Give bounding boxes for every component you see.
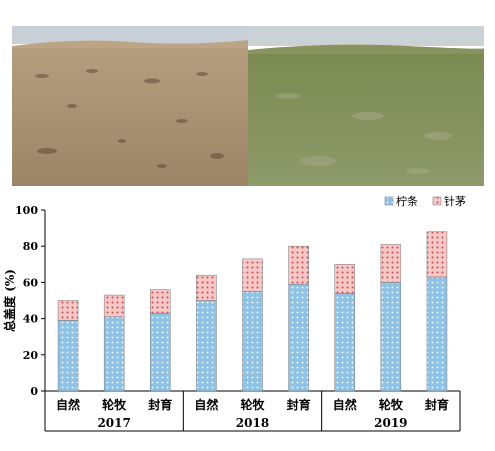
category-label: 轮牧 (102, 397, 127, 412)
bar-针茅-1 (103, 294, 125, 318)
bar-柠条-1 (103, 316, 125, 392)
bar-柠条-7 (380, 282, 402, 392)
bar-柠条-0 (57, 320, 79, 392)
y-tick-label: 100 (15, 204, 38, 217)
group-label: 2018 (236, 416, 269, 430)
y-axis-label: 总盖度 (%) (2, 269, 17, 332)
y-tick-label: 0 (30, 385, 38, 398)
degraded-grassland-image (12, 26, 248, 186)
legend-swatch (384, 196, 394, 206)
y-tick-label: 80 (23, 240, 39, 253)
category-label: 轮牧 (240, 397, 265, 412)
bar-柠条-2 (150, 312, 171, 392)
group-label: 2019 (374, 416, 407, 430)
category-label: 自然 (56, 397, 80, 412)
chart-legend: 柠条 针茅 (384, 194, 466, 208)
category-label: 封育 (287, 397, 311, 412)
chart-axes: 0 20 40 60 80 100 总盖度 (%) (2, 204, 461, 432)
category-label: 自然 (333, 397, 357, 412)
bar-柠条-8 (426, 276, 448, 392)
chart-labels: 自然 轮牧 封育 自然 轮牧 封育 自然 轮牧 封育 2017 2018 2019 (56, 397, 449, 430)
legend-label: 柠条 (396, 194, 418, 208)
category-label: 轮牧 (379, 397, 404, 412)
legend-label: 针茅 (444, 194, 466, 208)
bar-柠条-3 (196, 300, 217, 392)
stacked-bar-chart: 0 20 40 60 80 100 总盖度 (%) 自然 轮牧 封育 自然 轮牧 封育 自然 轮牧 封育 20… (2, 194, 466, 432)
bar-针茅-4 (242, 258, 263, 292)
category-label: 自然 (194, 397, 218, 412)
restored-grassland-image (248, 26, 484, 186)
category-label: 封育 (425, 397, 449, 412)
bar-柠条-5 (288, 283, 309, 392)
bar-针茅-5 (288, 245, 309, 285)
bar-针茅-2 (150, 289, 171, 314)
chart-bars (57, 231, 448, 392)
degraded-grassland-photo (12, 26, 248, 186)
bar-针茅-3 (196, 274, 217, 301)
y-tick-label: 40 (23, 313, 39, 326)
bar-针茅-8 (426, 231, 448, 278)
y-tick-label: 60 (23, 276, 39, 289)
restored-grassland-photo (248, 26, 484, 186)
bar-针茅-7 (380, 244, 402, 283)
y-tick-label: 20 (23, 349, 39, 362)
bar-针茅-6 (334, 264, 355, 294)
category-label: 封育 (148, 397, 172, 412)
legend-swatch (432, 196, 442, 206)
group-label: 2017 (97, 416, 130, 430)
bar-柠条-4 (242, 291, 263, 392)
bar-柠条-6 (334, 293, 355, 392)
bar-针茅-0 (57, 300, 79, 321)
